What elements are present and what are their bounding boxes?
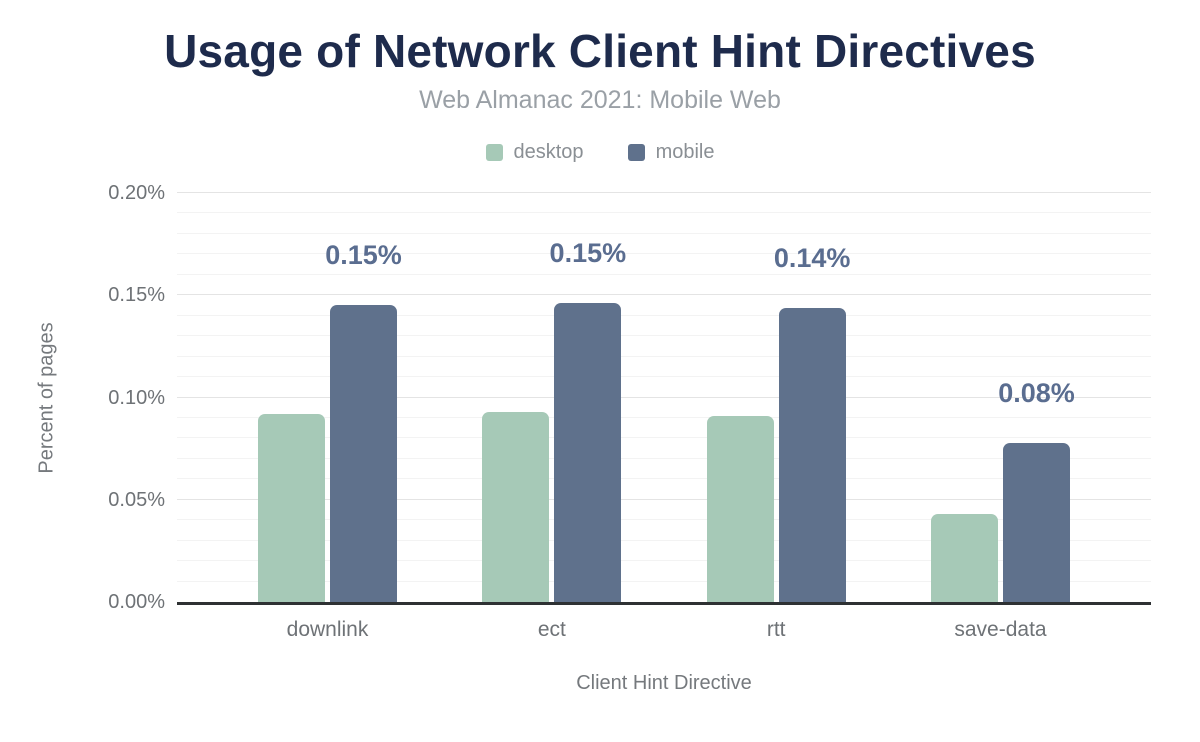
bar-mobile-save-data[interactable]: [1003, 442, 1070, 602]
gridline-minor: [177, 539, 1151, 541]
bar-group-ect: 0.15%: [482, 193, 626, 602]
data-label-mobile-downlink: 0.15%: [325, 240, 402, 271]
legend: desktop mobile: [0, 141, 1200, 164]
chart-subtitle: Web Almanac 2021: Mobile Web: [419, 86, 781, 114]
y-tick-0.20%: 0.20%: [108, 182, 165, 204]
x-tick-rtt: rtt: [766, 618, 786, 641]
plot-area: 0.15% 0.15% 0.14% 0.08%: [177, 192, 1151, 602]
data-label-mobile-rtt: 0.14%: [773, 242, 851, 273]
bar-mobile-rtt[interactable]: [778, 307, 846, 602]
y-tick-0.15%: 0.15%: [108, 284, 165, 307]
bar-group-downlink: 0.15%: [258, 193, 402, 602]
gridline-minor: [177, 273, 1151, 275]
bar-group-rtt: 0.14%: [706, 193, 850, 602]
bar-mobile-ect[interactable]: [554, 303, 622, 602]
gridline-minor: [177, 457, 1151, 459]
legend-swatch-desktop: [485, 144, 503, 161]
gridline-minor: [177, 416, 1151, 418]
gridline-minor: [177, 335, 1151, 337]
data-label-mobile-ect: 0.15%: [549, 238, 627, 269]
y-tick-0.10%: 0.10%: [108, 386, 165, 409]
gridline-major: [177, 294, 1151, 296]
bar-desktop-downlink[interactable]: [258, 413, 325, 602]
gridline-minor: [177, 253, 1151, 255]
legend-item-desktop: desktop: [485, 141, 584, 164]
legend-label-mobile: mobile: [655, 141, 715, 163]
y-tick-0.00%: 0.00%: [108, 591, 165, 613]
gridline-minor: [177, 580, 1151, 582]
x-axis-title: Client Hint Directive: [576, 672, 752, 694]
x-tick-save-data: save-data: [954, 618, 1047, 641]
y-tick-0.05%: 0.05%: [108, 488, 165, 511]
gridline-minor: [177, 519, 1151, 521]
chart-title: Usage of Network Client Hint Directives: [164, 25, 1036, 77]
bar-group-save-data: 0.08%: [931, 193, 1075, 602]
gridline-minor: [177, 376, 1151, 378]
x-axis-line: [177, 602, 1151, 605]
legend-label-desktop: desktop: [513, 141, 584, 163]
bar-desktop-ect[interactable]: [482, 411, 550, 602]
bar-desktop-save-data[interactable]: [931, 514, 998, 602]
x-tick-ect: ect: [537, 618, 566, 641]
gridline-major: [177, 192, 1151, 193]
gridline-minor: [177, 560, 1151, 562]
bar-desktop-rtt[interactable]: [706, 415, 774, 602]
gridline-major: [177, 498, 1151, 500]
gridline-major: [177, 396, 1151, 398]
gridline-minor: [177, 212, 1151, 214]
legend-swatch-mobile: [627, 144, 645, 161]
gridline-minor: [177, 478, 1151, 480]
gridline-minor: [177, 314, 1151, 316]
data-label-mobile-save-data: 0.08%: [998, 377, 1075, 408]
x-tick-downlink: downlink: [286, 618, 369, 641]
gridline-minor: [177, 437, 1151, 439]
gridline-minor: [177, 232, 1151, 234]
gridline-minor: [177, 355, 1151, 357]
legend-item-mobile: mobile: [627, 141, 715, 164]
bar-mobile-downlink[interactable]: [330, 305, 397, 602]
